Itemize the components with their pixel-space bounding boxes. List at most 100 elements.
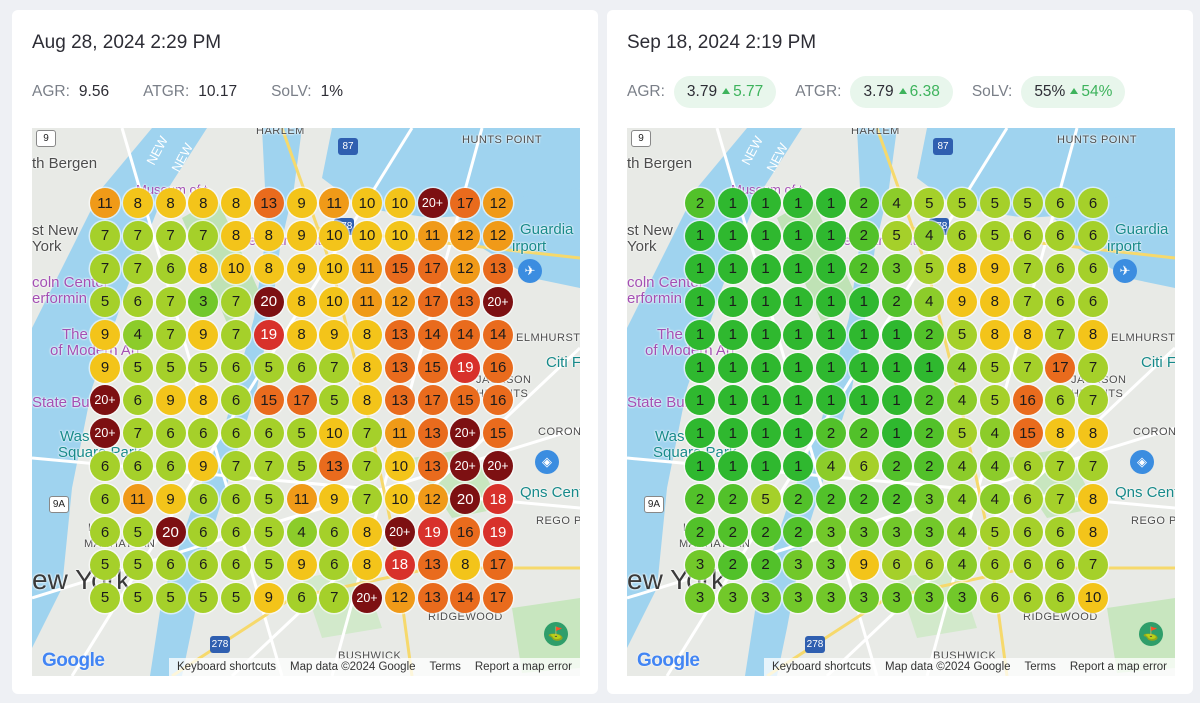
rank-marker[interactable]: 1 <box>750 418 781 449</box>
rank-marker[interactable]: 15 <box>450 385 481 416</box>
rank-marker[interactable]: 8 <box>221 188 251 218</box>
rank-marker[interactable]: 8 <box>122 188 153 218</box>
rank-marker[interactable]: 1 <box>783 352 814 383</box>
rank-marker[interactable]: 8 <box>1012 319 1043 350</box>
rank-marker[interactable]: 8 <box>188 385 219 416</box>
rank-marker[interactable]: 10 <box>352 220 382 251</box>
rank-marker[interactable]: 7 <box>1012 286 1043 317</box>
rank-marker[interactable]: 17 <box>450 188 481 218</box>
rank-marker[interactable]: 6 <box>188 484 219 515</box>
rank-marker[interactable]: 5 <box>286 418 317 449</box>
rank-marker[interactable]: 12 <box>483 220 513 251</box>
rank-marker[interactable]: 10 <box>319 253 350 284</box>
rank-marker[interactable]: 6 <box>188 418 219 449</box>
terms-link[interactable]: Terms <box>429 661 461 673</box>
rank-marker[interactable]: 9 <box>947 286 977 317</box>
rank-marker[interactable]: 10 <box>319 286 350 317</box>
rank-marker[interactable]: 6 <box>319 517 350 547</box>
rank-marker[interactable]: 11 <box>352 253 382 284</box>
rank-marker[interactable]: 15 <box>483 418 513 449</box>
rank-marker[interactable]: 8 <box>947 253 977 284</box>
rank-marker[interactable]: 4 <box>947 517 977 547</box>
rank-marker[interactable]: 6 <box>319 549 350 580</box>
rank-marker[interactable]: 20+ <box>384 517 415 547</box>
rank-marker[interactable]: 20+ <box>450 451 481 482</box>
rank-marker[interactable]: 12 <box>450 253 481 284</box>
rank-marker[interactable]: 8 <box>221 220 251 251</box>
rank-marker[interactable]: 13 <box>384 385 415 416</box>
rank-marker[interactable]: 5 <box>90 582 120 613</box>
rank-marker[interactable]: 6 <box>188 517 219 547</box>
rank-marker[interactable]: 3 <box>947 582 977 613</box>
rank-marker[interactable]: 2 <box>816 418 846 449</box>
rank-marker[interactable]: 5 <box>979 517 1010 547</box>
rank-marker[interactable]: 5 <box>914 188 945 218</box>
rank-marker[interactable]: 3 <box>914 582 945 613</box>
rank-marker[interactable]: 1 <box>881 418 912 449</box>
rank-marker[interactable]: 6 <box>947 220 977 251</box>
rank-marker[interactable]: 5 <box>90 549 120 580</box>
rank-marker[interactable]: 17 <box>417 286 448 317</box>
rank-marker[interactable]: 7 <box>1045 319 1076 350</box>
rank-marker[interactable]: 14 <box>450 319 481 350</box>
rank-marker[interactable]: 3 <box>783 549 814 580</box>
rank-marker[interactable]: 10 <box>384 484 415 515</box>
rank-marker[interactable]: 1 <box>816 220 846 251</box>
rank-marker[interactable]: 11 <box>122 484 153 515</box>
rank-marker[interactable]: 1 <box>783 418 814 449</box>
rank-marker[interactable]: 3 <box>816 549 846 580</box>
rank-marker[interactable]: 3 <box>848 582 879 613</box>
rank-marker[interactable]: 20+ <box>352 582 382 613</box>
rank-marker[interactable]: 13 <box>417 418 448 449</box>
rank-marker[interactable]: 1 <box>717 188 748 218</box>
rank-marker[interactable]: 7 <box>155 220 186 251</box>
rank-marker[interactable]: 6 <box>848 451 879 482</box>
rank-marker[interactable]: 2 <box>881 451 912 482</box>
rank-marker[interactable]: 2 <box>717 549 748 580</box>
rank-marker[interactable]: 6 <box>1045 253 1076 284</box>
rank-marker[interactable]: 1 <box>783 319 814 350</box>
rank-marker[interactable]: 10 <box>319 418 350 449</box>
rank-marker[interactable]: 5 <box>253 484 284 515</box>
rank-marker[interactable]: 13 <box>253 188 284 218</box>
rank-marker[interactable]: 8 <box>188 188 219 218</box>
rank-marker[interactable]: 12 <box>483 188 513 218</box>
terms-link[interactable]: Terms <box>1024 661 1056 673</box>
rank-marker[interactable]: 9 <box>286 549 317 580</box>
rank-marker[interactable]: 7 <box>253 451 284 482</box>
rank-marker[interactable]: 5 <box>979 385 1010 416</box>
rank-marker[interactable]: 6 <box>122 451 153 482</box>
rank-marker[interactable]: 2 <box>881 484 912 515</box>
rank-marker[interactable]: 6 <box>253 418 284 449</box>
rank-marker[interactable]: 1 <box>717 418 748 449</box>
rank-marker[interactable]: 7 <box>122 253 153 284</box>
rank-marker[interactable]: 6 <box>1012 517 1043 547</box>
rank-marker[interactable]: 8 <box>352 319 382 350</box>
rank-marker[interactable]: 6 <box>1012 220 1043 251</box>
rank-marker[interactable]: 1 <box>750 451 781 482</box>
map[interactable]: 9 87 278 9A 278 HARLEM HUNTS POINT th Be… <box>32 128 580 676</box>
rank-marker[interactable]: 20 <box>450 484 481 515</box>
rank-marker[interactable]: 18 <box>483 484 513 515</box>
rank-marker[interactable]: 6 <box>286 352 317 383</box>
rank-marker[interactable]: 11 <box>90 188 120 218</box>
rank-marker[interactable]: 6 <box>155 253 186 284</box>
rank-marker[interactable]: 2 <box>717 517 748 547</box>
rank-marker[interactable]: 2 <box>848 418 879 449</box>
rank-marker[interactable]: 3 <box>685 549 715 580</box>
rank-marker[interactable]: 5 <box>881 220 912 251</box>
rank-marker[interactable]: 6 <box>221 352 251 383</box>
rank-marker[interactable]: 6 <box>122 385 153 416</box>
rank-marker[interactable]: 12 <box>384 286 415 317</box>
rank-marker[interactable]: 6 <box>881 549 912 580</box>
rank-marker[interactable]: 4 <box>881 188 912 218</box>
rank-marker[interactable]: 11 <box>417 220 448 251</box>
rank-marker[interactable]: 1 <box>717 451 748 482</box>
rank-marker[interactable]: 2 <box>816 484 846 515</box>
rank-marker[interactable]: 7 <box>1045 484 1076 515</box>
rank-marker[interactable]: 5 <box>253 517 284 547</box>
rank-marker[interactable]: 6 <box>286 582 317 613</box>
rank-marker[interactable]: 1 <box>783 385 814 416</box>
rank-marker[interactable]: 6 <box>155 549 186 580</box>
rank-marker[interactable]: 3 <box>816 582 846 613</box>
